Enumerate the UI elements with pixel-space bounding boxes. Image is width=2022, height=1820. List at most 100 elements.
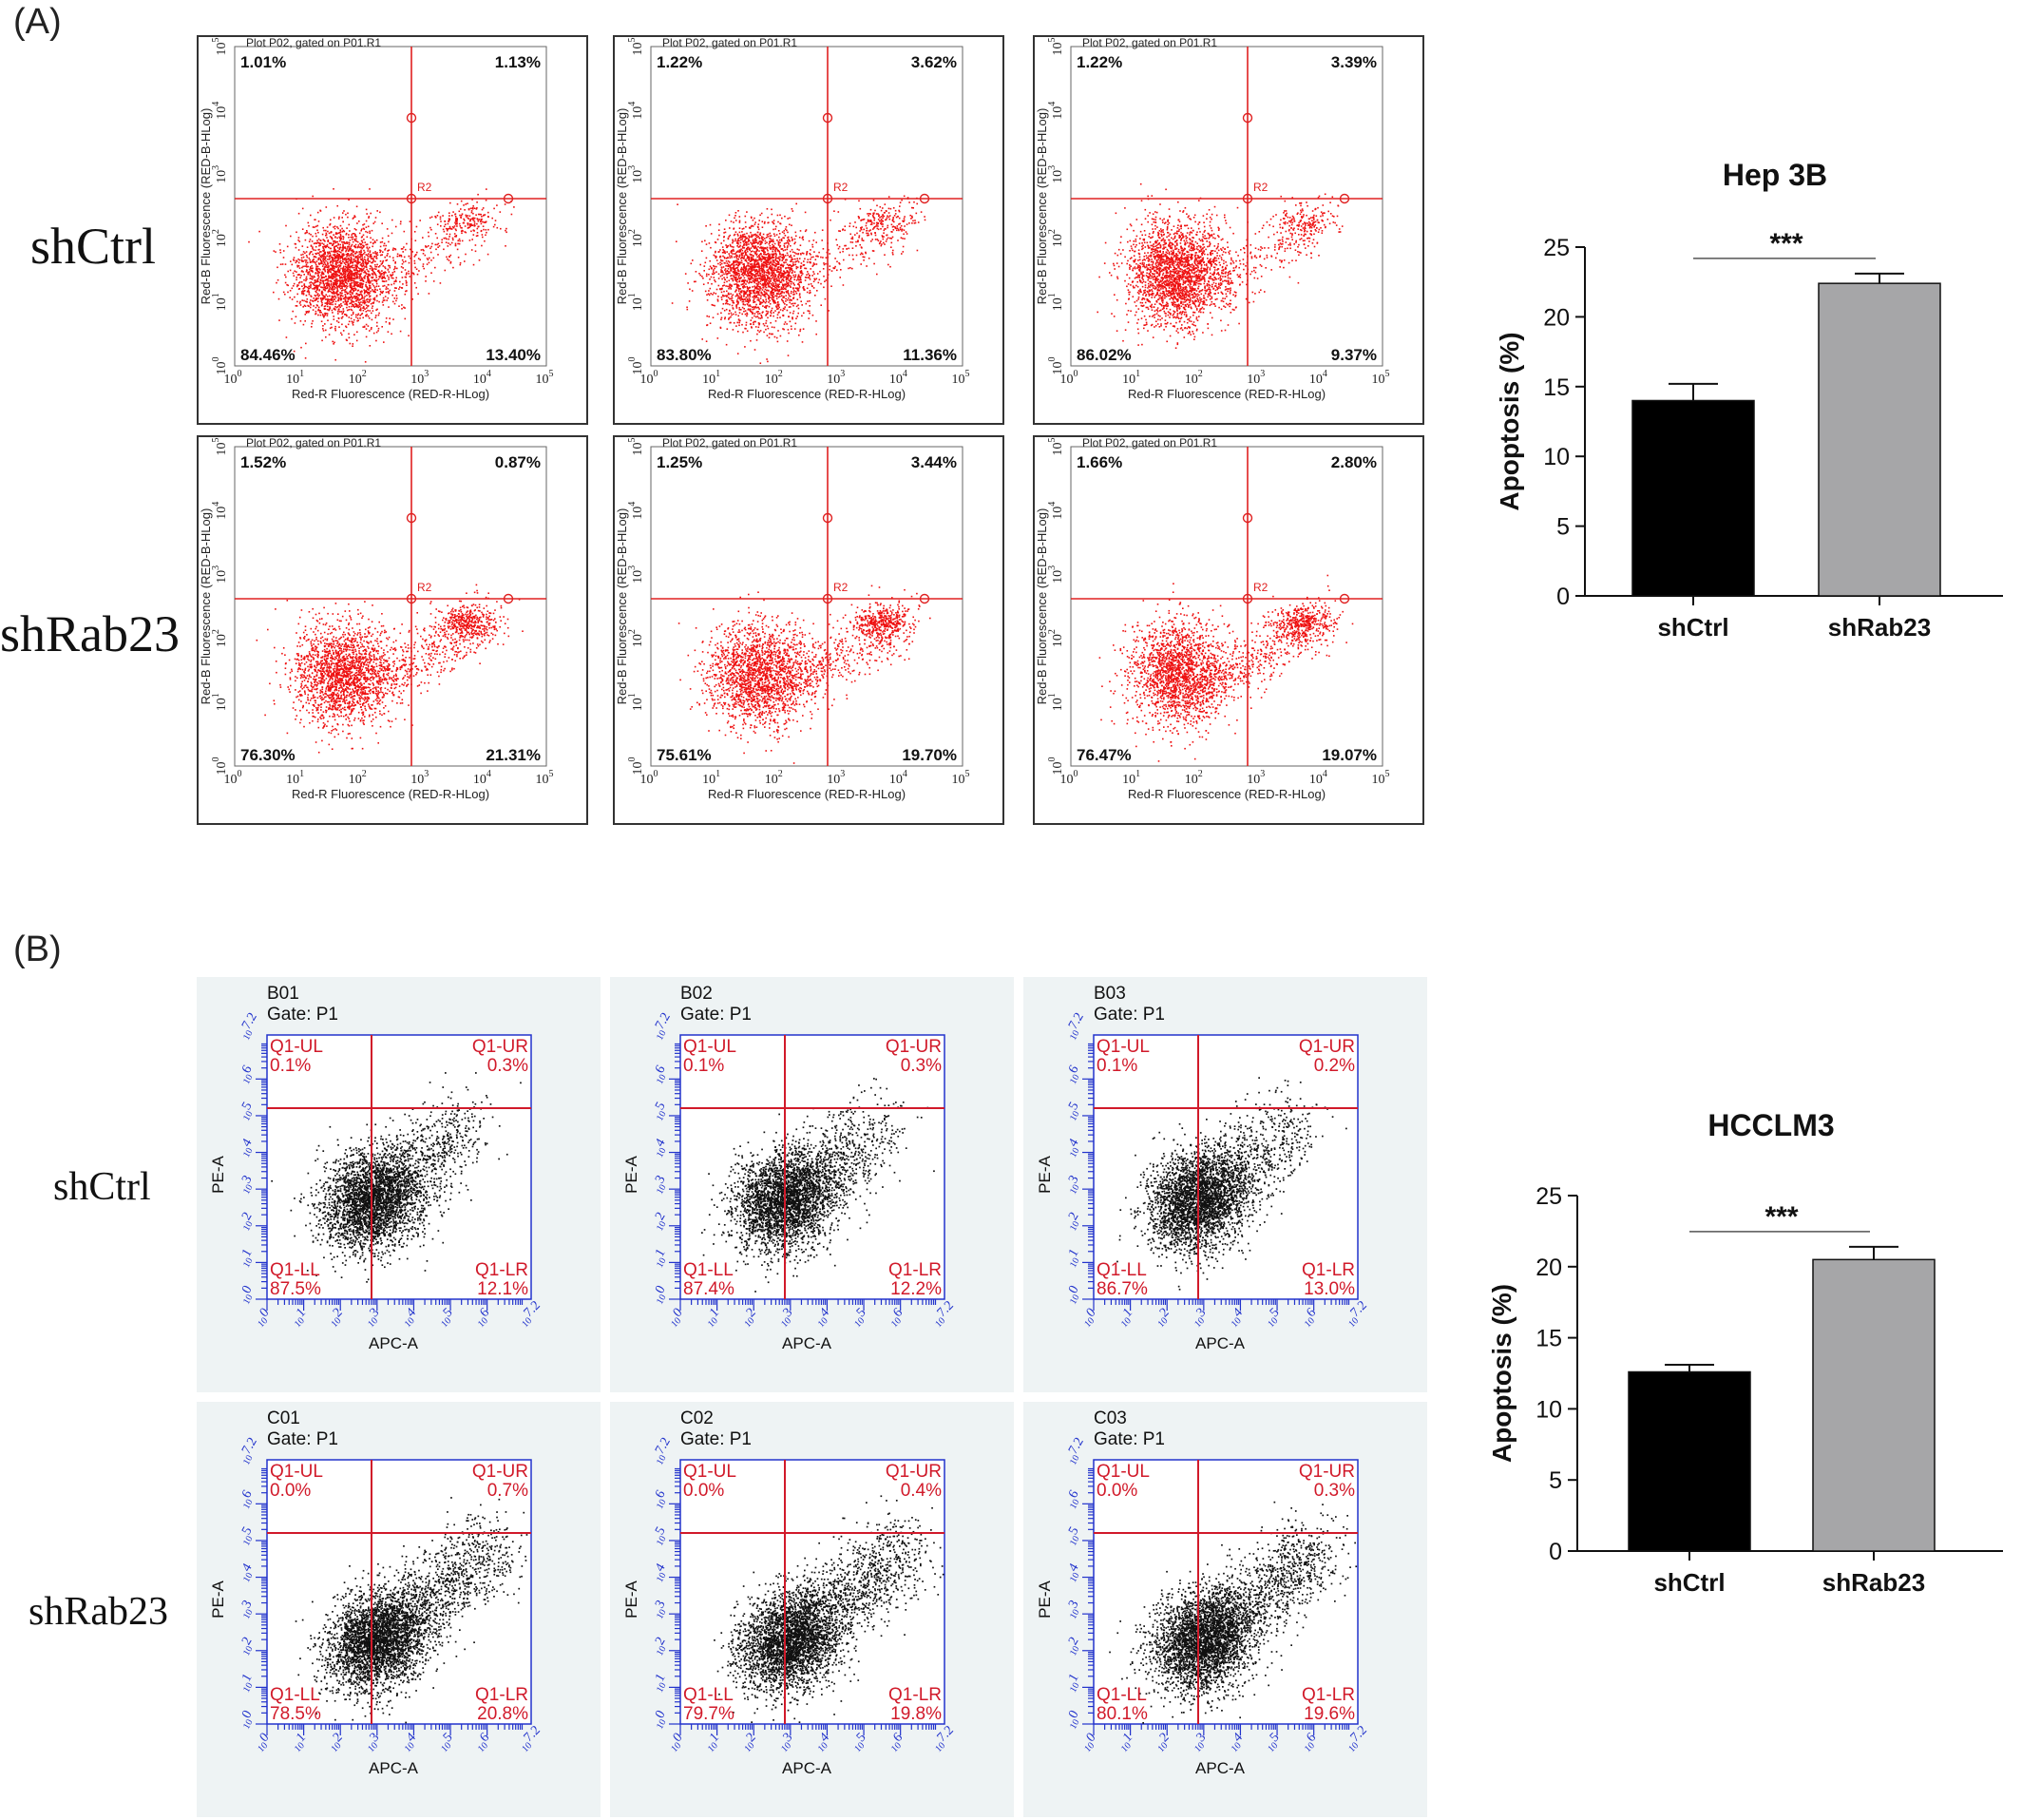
y-axis-label: PE-A [209,1581,227,1619]
y-tick-label: 105 [1047,38,1065,56]
x-tick-label: 101 [286,769,304,787]
event-dots [1097,182,1344,349]
quadrant-ur-value: 0.3% [1314,1481,1355,1501]
flow-plot-a-3: Plot P02, gated on P01.R1 R2 1.22% 3.39% 86.… [1033,35,1424,425]
x-tick-label: 103 [1247,369,1265,387]
quadrant-lr-name: Q1-LR [475,1685,528,1705]
x-tick-label: 104 [473,369,491,387]
y-axis-label: Apoptosis (%) [1487,1284,1516,1463]
x-tick-label: 103 [410,369,429,387]
y-tick-label: 15 [1543,374,1570,401]
quadrant-ur-value: 3.39% [1331,53,1377,71]
y-tick-label: 105 [1047,438,1065,456]
quadrant-lr-value: 19.07% [1322,746,1377,764]
region-label: R2 [833,581,849,594]
y-axis-label: Red-B Fluorescence (RED-B-HLog) [199,508,213,705]
quadrant-lr-name: Q1-LR [1302,1260,1355,1280]
axis-ticks [256,1043,524,1311]
x-tick-label: 101 [702,369,720,387]
event-dots [714,1473,944,1723]
quadrant-ul-value: 0.0% [683,1481,724,1501]
y-axis-label: Red-B Fluorescence (RED-B-HLog) [615,108,629,305]
quadrant-ur-name: Q1-UR [886,1037,942,1057]
plot-header: Plot P02, gated on P01.R1 [1082,36,1217,49]
sample-id: B02 [680,984,713,1004]
x-tick-label: 100 [224,769,242,787]
y-tick-label: 20 [1536,1255,1562,1281]
quadrant-ul-value: 0.1% [270,1056,311,1076]
x-tick-label: 100 [640,369,658,387]
quadrant-ul-name: Q1-UL [683,1037,736,1057]
x-tick-label: 104 [889,369,907,387]
gate-handle [1242,512,1253,524]
region-label: R2 [1253,181,1269,194]
plot-frame [613,35,1004,425]
region-label: R2 [417,181,432,194]
y-axis-label: Red-B Fluorescence (RED-B-HLog) [1035,108,1049,305]
gate-handle [822,112,833,124]
plot-area [234,446,547,767]
quadrant-lr-value: 9.37% [1331,346,1377,364]
quadrant-ll-value: 86.7% [1097,1279,1148,1299]
quadrant-ll-value: 75.61% [657,746,712,764]
x-axis-label: Red-R Fluorescence (RED-R-HLog) [292,387,489,401]
x-axis-label: APC-A [782,1759,832,1777]
quadrant-lr-value: 19.8% [890,1704,942,1724]
y-axis-label: PE-A [1036,1581,1054,1619]
quadrant-ll-value: 78.5% [270,1704,321,1724]
axis-ticks [669,1043,937,1311]
plot-header: Plot P02, gated on P01.R1 [662,436,797,450]
gate-handle [1339,593,1350,604]
x-tick-label: 101 [286,369,304,387]
gate-label: Gate: P1 [1094,1429,1165,1449]
flow-plot-b-c01: C01 Gate: P1 Q1-UL 0.0% Q1-UR 0.7% Q1-LL 78.5% Q… [197,1402,601,1817]
y-tick-label: 101 [627,293,645,311]
x-tick-label: 105 [952,369,970,387]
y-tick-label: 103 [627,165,645,183]
y-tick-label: 102 [1047,229,1065,247]
quadrant-ll-name: Q1-LL [1097,1685,1147,1705]
quadrant-ul-value: 0.0% [1097,1481,1137,1501]
gate-handle [919,193,930,204]
axis-ticks [669,1467,937,1735]
gate-handle [406,193,417,204]
x-axis-label: APC-A [1195,1759,1246,1777]
event-dots [677,584,931,764]
x-tick-label: 100 [640,769,658,787]
plot-area [1070,46,1383,367]
y-tick-label: 25 [1543,235,1570,261]
gate-handle [406,593,417,604]
quadrant-ll-value: 79.7% [683,1704,734,1724]
quadrant-lr-value: 19.6% [1304,1704,1355,1724]
y-tick-label: 10 [1536,1396,1562,1423]
quadrant-ul-value: 1.25% [657,453,702,471]
quadrant-ur-name: Q1-UR [472,1037,528,1057]
panel-b-row-label-shctrl: shCtrl [53,1164,151,1210]
x-tick-label: 104 [889,769,907,787]
quadrant-ur-value: 1.13% [495,53,541,71]
y-axis-label: PE-A [1036,1156,1054,1194]
event-dots [295,1497,528,1724]
flow-plot-b-c02: C02 Gate: P1 Q1-UL 0.0% Q1-UR 0.4% Q1-LL 79.7% Q… [610,1402,1014,1817]
panel-b-label: (B) [13,929,62,970]
sample-id: C02 [680,1408,714,1428]
quadrant-ur-value: 0.87% [495,453,541,471]
quadrant-lr-name: Q1-LR [888,1260,942,1280]
plot-area [234,46,547,367]
gate-handle [503,593,514,604]
gate-label: Gate: P1 [680,1429,752,1449]
y-tick-label: 20 [1543,304,1570,331]
flow-plot-b-c03: C03 Gate: P1 Q1-UL 0.0% Q1-UR 0.3% Q1-LL 80.1% Q… [1023,1402,1427,1817]
plot-area [1070,446,1383,767]
plot-area [1093,1034,1359,1300]
y-tick-label: 101 [1047,293,1065,311]
region-label: R2 [833,181,849,194]
x-tick-label: shRab23 [1828,613,1931,642]
quadrant-ur-value: 0.3% [901,1056,942,1076]
x-tick-label: 104 [473,769,491,787]
y-tick-label: 104 [627,502,645,520]
flow-plot-b-b01: B01 Gate: P1 Q1-UL 0.1% Q1-UR 0.3% Q1-LL 87.5% Q… [197,977,601,1392]
quadrant-lr-name: Q1-LR [475,1260,528,1280]
quadrant-lr-value: 12.2% [890,1279,942,1299]
x-tick-label: 101 [1122,369,1140,387]
